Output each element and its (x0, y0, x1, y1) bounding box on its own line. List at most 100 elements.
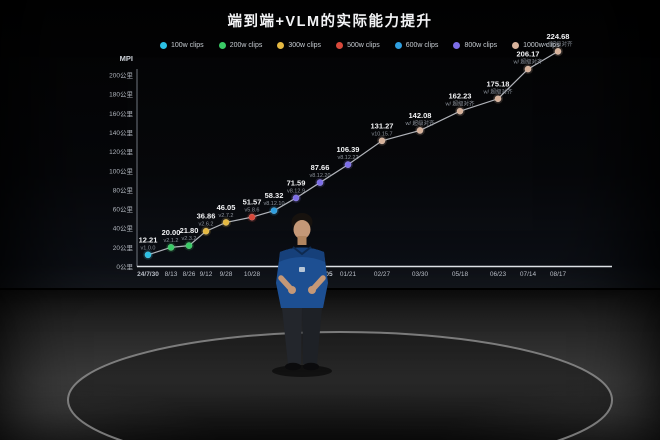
data-point-version-label: v8.12.20 (309, 173, 330, 179)
data-point (456, 107, 464, 115)
data-point-version-label: w/ 超级对齐 (512, 58, 543, 66)
data-point-value-label: 175.18 (487, 79, 510, 88)
presenter-figure (276, 213, 328, 371)
legend-item: 100w clips (160, 42, 204, 49)
legend-item-label: 500w clips (347, 42, 380, 49)
data-point (494, 95, 502, 103)
legend-dot-icon (453, 42, 461, 49)
data-point-value-label: 46.05 (217, 203, 236, 212)
x-axis-tick-label: 05/18 (452, 271, 469, 278)
legend-item-label: 200w clips (229, 42, 263, 49)
y-axis-tick-label: 60公里 (113, 206, 134, 214)
data-point-version-label: v8.12.9 (287, 188, 305, 194)
data-point-value-label: 142.08 (409, 111, 432, 120)
x-axis-tick-label: 07/14 (520, 271, 537, 278)
data-point-value-label: 206.17 (517, 50, 540, 59)
x-axis-tick-label: 8/26 (183, 271, 196, 278)
data-point-value-label: 131.27 (371, 121, 394, 130)
data-point-version-label: v8.12.22 (337, 155, 358, 161)
data-point (524, 65, 532, 73)
data-point-value-label: 106.39 (337, 145, 360, 154)
data-point-version-label: v5.8.6 (245, 208, 260, 214)
legend-item: 800w clips (453, 42, 497, 49)
data-point-value-label: 87.66 (311, 163, 330, 172)
x-axis-tick-label: 24/7/30 (137, 271, 159, 278)
y-axis-tick-label: 200公里 (109, 72, 133, 80)
legend-item: 600w clips (394, 42, 439, 49)
data-point-version-label: v2.6.2 (199, 222, 214, 228)
x-axis-tick-label: 03/30 (412, 271, 429, 278)
y-axis-tick-label: 100公里 (109, 167, 133, 175)
data-point (344, 161, 352, 169)
presenter-neck (297, 236, 307, 245)
presenter-left-shoe (285, 362, 301, 371)
legend-item-label: 800w clips (464, 42, 498, 49)
data-point-version-label: v2.1.2 (164, 238, 179, 244)
legend-dot-icon (394, 42, 402, 49)
presenter-right-leg (302, 308, 322, 364)
legend-item-label: 100w clips (171, 42, 204, 49)
legend-dot-icon (218, 42, 226, 49)
legend-item-label: 1000w clips (523, 42, 560, 49)
data-point-version-label: w/ 超级对齐 (482, 87, 513, 95)
x-axis-tick-label: 8/13 (165, 271, 178, 278)
legend-dot-icon (277, 42, 285, 49)
data-point-version-label: v1.0.0 (141, 245, 156, 251)
legend-item: 500w clips (336, 42, 380, 49)
data-point (378, 137, 386, 145)
data-point-value-label: 12.21 (139, 235, 158, 244)
presenter-right-hand (308, 286, 316, 294)
y-axis-tick-label: 20公里 (113, 244, 134, 252)
presentation-screen: 端到端+VLM的实际能力提升 100w clips 200w clips 300w … (0, 0, 660, 288)
data-point (316, 179, 324, 187)
x-axis-tick-label: 01/21 (340, 271, 357, 278)
data-point (185, 242, 193, 250)
legend-item-label: 600w clips (405, 42, 439, 49)
presenter-collar (292, 246, 312, 256)
presenter-left-hand (288, 286, 296, 294)
presenter-face (293, 220, 311, 239)
data-point-version-label: w/ 超级对齐 (404, 119, 435, 127)
data-line (147, 50, 559, 256)
data-point (554, 47, 562, 55)
legend-dot-icon (160, 42, 167, 49)
y-axis-tick-label: 80公里 (113, 186, 134, 194)
data-point-value-label: 58.32 (265, 191, 284, 200)
data-point-version-label: v2.7.2 (219, 213, 234, 219)
data-point (167, 243, 175, 251)
legend-dot-icon (336, 42, 344, 49)
data-point-version-label: v8.12.10 (263, 201, 284, 207)
data-point-version-label: v2.3.2 (182, 236, 197, 242)
legend-item: 1000w clips (512, 42, 560, 49)
data-point (248, 213, 256, 221)
data-point (292, 194, 300, 202)
data-point-version-label: w/ 超级对齐 (542, 40, 573, 48)
data-point-version-label: v10.15.7 (371, 131, 392, 137)
stage-floor-circle (67, 331, 613, 440)
data-point (144, 251, 152, 259)
x-axis-tick-label: 9/28 (220, 271, 233, 278)
legend-dot-icon (512, 42, 520, 49)
presenter-shirt-logo (299, 267, 305, 272)
data-point-value-label: 51.57 (243, 198, 262, 207)
y-axis-tick-label: 0公里 (116, 263, 133, 271)
presenter-left-leg (282, 308, 302, 364)
chart-title: 端到端+VLM的实际能力提升 (227, 14, 433, 30)
y-axis-tick-label: 140公里 (109, 129, 133, 137)
data-point (202, 227, 210, 235)
data-point-value-label: 162.23 (449, 92, 472, 101)
presenter-right-shoe (303, 362, 319, 371)
y-axis-unit-label: MPI (120, 54, 133, 63)
data-point-value-label: 20.00 (162, 228, 181, 237)
presenter-shirt (276, 247, 328, 308)
data-point-value-label: 36.86 (197, 212, 216, 221)
y-axis-tick-label: 160公里 (109, 110, 133, 118)
legend-item-label: 300w clips (288, 42, 322, 49)
data-point-value-label: 224.68 (547, 32, 570, 41)
data-point-value-label: 21.80 (180, 226, 199, 235)
chart-legend: 100w clips 200w clips 300w clips 500w clips… (160, 42, 560, 49)
stage-floor (0, 288, 660, 440)
presenter-shadow (272, 365, 332, 377)
